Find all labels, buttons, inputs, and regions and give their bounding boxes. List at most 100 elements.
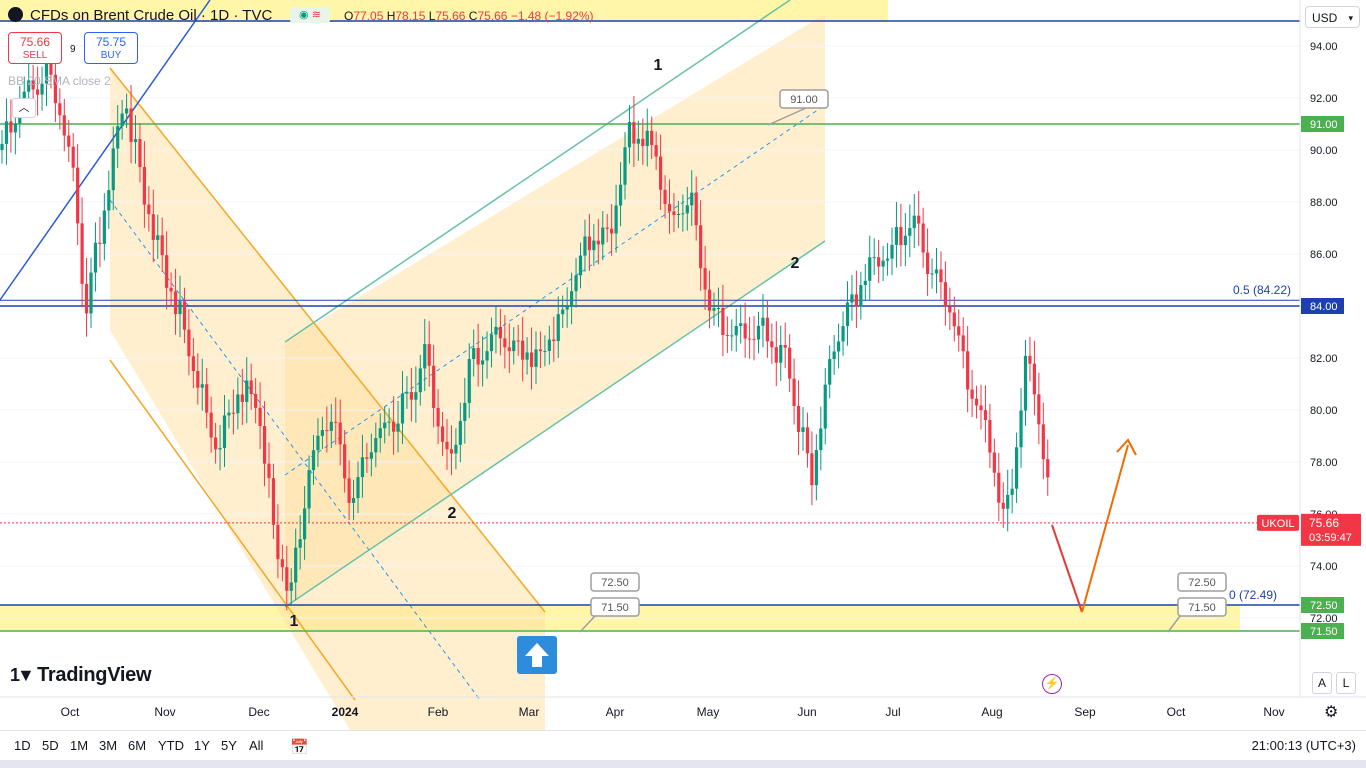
candle-body [632,122,636,144]
price-tick: 86.00 [1310,249,1338,261]
range-1y[interactable]: 1Y [194,738,210,753]
range-5y[interactable]: 5Y [221,738,237,753]
candle-body [191,356,195,371]
price-mark-bg [1301,597,1344,613]
lightning-icon[interactable]: ⚡ [1042,674,1062,694]
candle-body [214,437,218,450]
collapse-legend-button[interactable]: ︿ [12,98,36,118]
candle-body [587,236,591,251]
highlight-zones [0,0,1240,730]
candle-body [868,257,872,281]
candle-body [329,421,333,431]
callout-71-5-left: 71.50 [601,602,629,614]
candle-body [672,211,676,216]
time-tick: Nov [154,705,175,719]
up-channel-mid [284,104,826,476]
candle-body [872,257,876,259]
candle-body [926,252,930,275]
candle-body [957,326,961,336]
candle-body [142,167,146,205]
candle-body [49,61,53,75]
candle-body [943,282,947,307]
chevron-down-icon: ▾ [1348,13,1353,23]
candle-body [854,294,858,307]
candle-body [151,214,155,240]
candle-body [1001,502,1005,509]
range-1m[interactable]: 1M [70,738,89,753]
chart-header: CFDs on Brent Crude Oil · 1D · TVC [0,0,272,30]
range-3m[interactable]: 3M [99,738,118,753]
candle-body [654,145,658,157]
candle-body [1028,355,1032,364]
candle-body [645,130,649,147]
range-5d[interactable]: 5D [42,738,59,753]
auto-scale-button[interactable]: A [1312,672,1332,694]
candle-body [58,103,62,116]
candle-body [231,412,235,414]
candle-body [756,325,761,340]
time-tick: Oct [1167,705,1186,719]
range-6m[interactable]: 6M [128,738,147,753]
price-axis: 94.00 92.00 90.00 88.00 86.00 84.00 82.00 80.00… [1257,0,1366,697]
log-scale-button[interactable]: L [1336,672,1356,694]
range-all[interactable]: All [249,738,264,753]
currency-selector[interactable]: USD ▾ [1305,6,1360,28]
candle-body [125,108,129,114]
price-mark-bg [1301,116,1344,132]
candle-body [458,420,462,445]
ohlc-close: 75.66 [477,9,508,23]
candle-body [770,341,774,348]
time-tick: Sep [1074,705,1096,719]
chart-canvas[interactable]: 91.00 72.50 71.50 72.50 71.50 0.5 (84.22) 0 (7… [0,0,1366,730]
projection-up [1081,444,1129,613]
ohlc-high: 78.15 [395,9,426,23]
candle-body [440,426,445,442]
indicator-label[interactable]: BB 20 SMA close 2 [8,74,111,88]
candle-body [832,351,836,360]
visibility-toggle[interactable]: ◉ ≋ [290,7,330,23]
sell-button[interactable]: 75.66 SELL [8,32,62,64]
candle-body [570,291,574,307]
candle-body [534,349,538,367]
candle-body [9,121,13,133]
candle-body [521,340,525,360]
calendar-icon[interactable]: 📅 [290,739,309,756]
candle-body [992,452,996,473]
candle-body [974,398,979,406]
clock: 21:00:13 (UTC+3) [1251,738,1356,753]
gear-icon[interactable]: ⚙ [1324,704,1339,721]
candle-body [885,258,890,261]
callout-tail [767,107,807,126]
buy-button[interactable]: 75.75 BUY [84,32,138,64]
candle-body [538,349,543,352]
price-mark: 91.00 [1310,119,1338,131]
candle-body [961,335,965,352]
candle-body [245,380,249,402]
candle-body [209,412,213,438]
candle-body [351,498,356,503]
callout-72-5-left-box [590,572,640,592]
price-tick: 74.00 [1310,561,1338,573]
price-tick: 92.00 [1310,93,1338,105]
candle-body [667,204,672,212]
candle-body [1015,447,1019,489]
wave-label: 2 [791,255,800,272]
candle-body [169,287,173,292]
candle-body [445,441,449,450]
candle-body [120,113,124,127]
time-tick: Jun [797,705,816,719]
candle-body [721,308,725,336]
candle-body [316,435,320,451]
candle-body [44,61,49,84]
symbol-title[interactable]: CFDs on Brent Crude Oil · 1D · TVC [30,6,273,24]
candle-body [952,312,956,327]
candle-body [472,348,476,360]
ohlc-low: 75.66 [435,9,466,23]
candle-body [102,210,106,244]
candle-body [881,260,885,267]
candle-body [966,351,970,390]
range-1d[interactable]: 1D [14,738,31,753]
range-ytd[interactable]: YTD [158,738,184,753]
time-tick: Mar [519,705,540,719]
tradingview-logo: 1▼ TradingView [10,664,152,687]
